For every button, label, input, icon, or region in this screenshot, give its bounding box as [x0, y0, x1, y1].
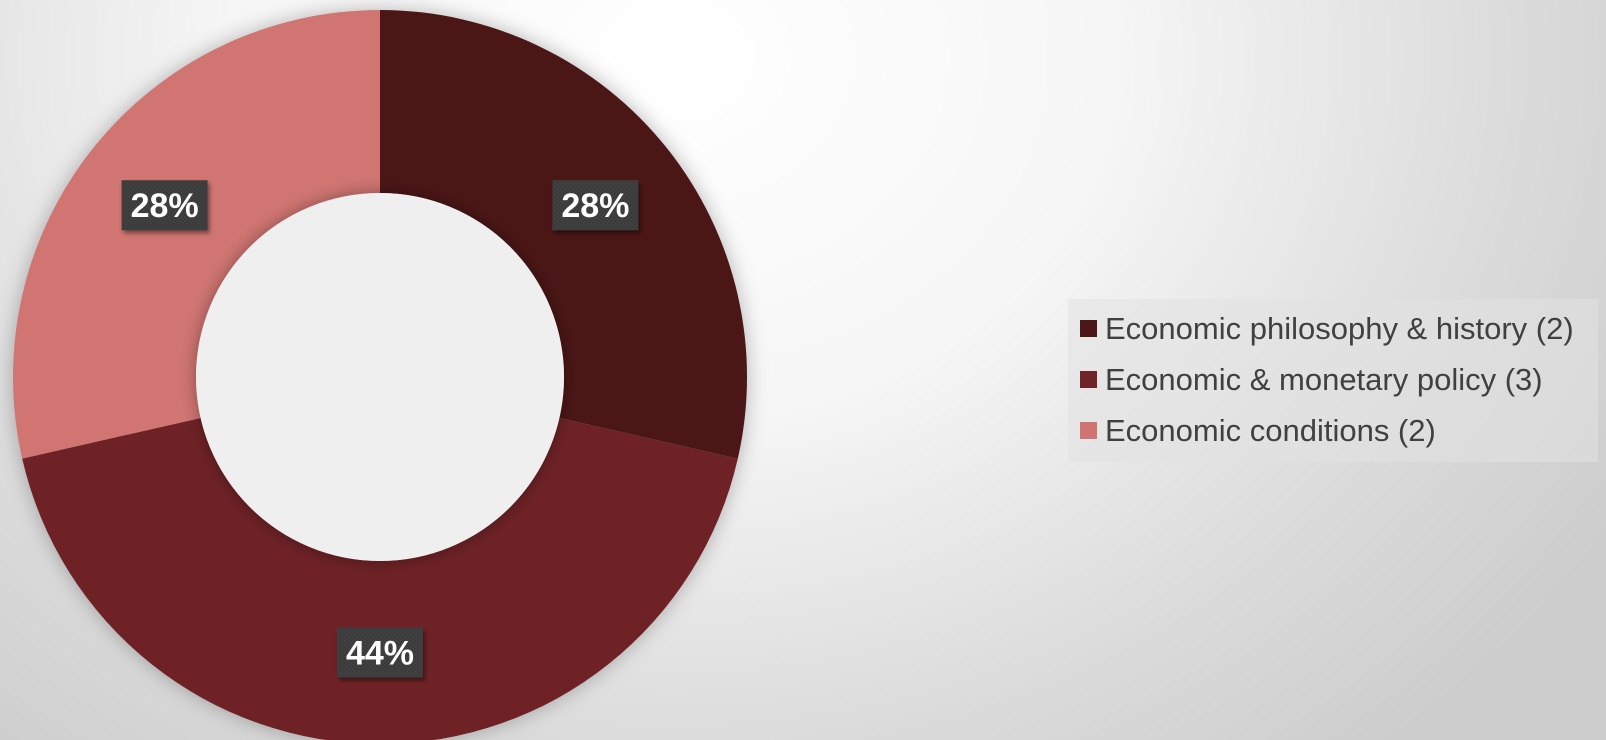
legend-label: Economic philosophy & history (2): [1105, 310, 1574, 346]
data-label-text: 28%: [561, 187, 629, 225]
doughnut-slice-0: [380, 10, 747, 459]
doughnut-hole: [196, 193, 564, 561]
legend-item-economic-conditions: Economic conditions (2): [1068, 405, 1598, 456]
legend-label: Economic conditions (2): [1105, 412, 1436, 448]
data-label-box: [337, 627, 423, 678]
legend-swatch: [1080, 371, 1097, 388]
legend-label: Economic & monetary policy (3): [1105, 361, 1543, 397]
data-label-box: [121, 180, 208, 231]
legend-swatch: [1080, 320, 1097, 337]
doughnut-slice-2: [12, 10, 381, 459]
legend-item-economic-philosophy-history: Economic philosophy & history (2): [1068, 303, 1598, 354]
doughnut-slice-1: [22, 417, 738, 740]
data-label-0: 28%: [552, 180, 639, 231]
data-label-box: [552, 180, 639, 231]
data-label-text: 44%: [346, 635, 414, 673]
legend-swatch: [1080, 422, 1097, 439]
legend-item-economic-monetary-policy: Economic & monetary policy (3): [1068, 354, 1598, 405]
data-label-1: 44%: [337, 627, 423, 678]
data-label-text: 28%: [131, 187, 199, 225]
data-label-2: 28%: [121, 180, 208, 231]
chart-legend: Economic philosophy & history (2) Econom…: [1068, 299, 1598, 462]
